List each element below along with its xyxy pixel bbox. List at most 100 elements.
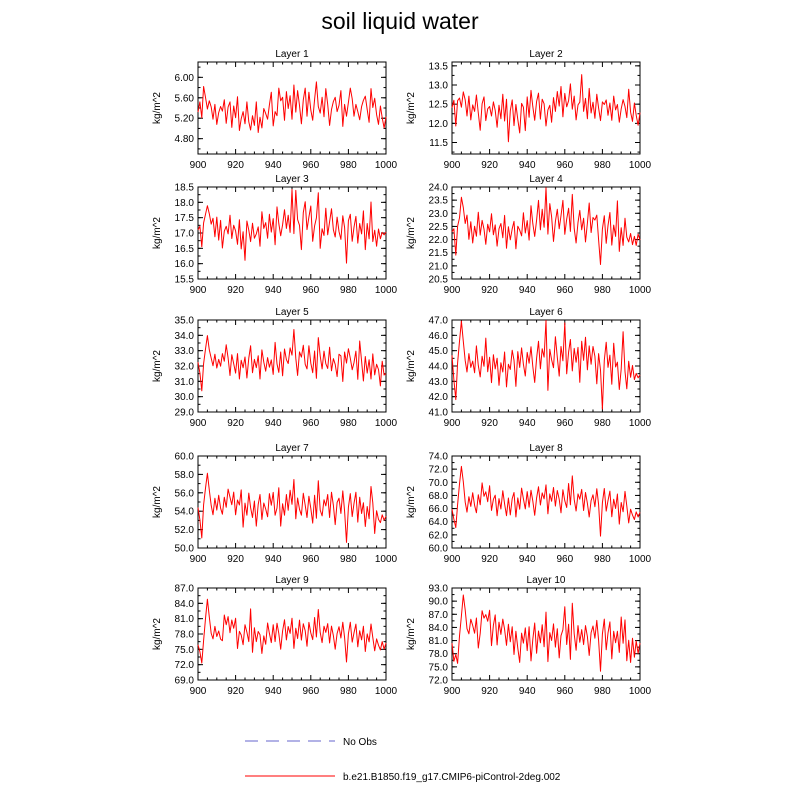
y-axis-label: kg/m^2	[406, 217, 417, 249]
panel-title: Layer 8	[529, 443, 563, 454]
x-tick-label: 920	[481, 285, 498, 296]
y-tick-label: 50.0	[175, 544, 195, 555]
x-tick-label: 980	[340, 686, 357, 697]
y-tick-label: 16.5	[175, 244, 195, 255]
x-tick-label: 1000	[629, 160, 652, 171]
x-tick-label: 940	[265, 686, 282, 697]
plot-frame	[197, 61, 387, 155]
y-tick-label: 12.5	[429, 100, 449, 111]
y-tick-label: 15.5	[175, 275, 195, 286]
x-tick-label: 1000	[375, 285, 398, 296]
y-tick-label: 60.0	[175, 452, 195, 463]
y-axis-label: kg/m^2	[406, 486, 417, 518]
y-axis-label: kg/m^2	[152, 217, 163, 249]
y-tick-label: 5.60	[175, 93, 195, 104]
series-line-1	[451, 594, 641, 672]
panel-title: Layer 4	[529, 174, 563, 185]
x-tick-label: 920	[227, 285, 244, 296]
x-tick-label: 1000	[375, 686, 398, 697]
series-line-1	[197, 189, 387, 264]
y-tick-label: 84.0	[429, 623, 449, 634]
y-tick-label: 4.80	[175, 134, 195, 145]
x-tick-label: 980	[340, 554, 357, 565]
panel-title: Layer 1	[275, 49, 309, 60]
panel-title: Layer 7	[275, 443, 309, 454]
y-tick-label: 72.0	[175, 660, 195, 671]
x-tick-label: 920	[481, 418, 498, 429]
chart-panel-3: Layer 3 kg/m^2 900 920 940 960 980 1000 15.5 16.0…	[152, 174, 398, 296]
x-tick-label: 960	[302, 285, 319, 296]
y-tick-label: 18.0	[175, 198, 195, 209]
y-tick-label: 17.5	[175, 213, 195, 224]
y-tick-label: 54.0	[175, 507, 195, 518]
y-tick-label: 41.0	[429, 408, 449, 419]
panel-title: Layer 9	[275, 575, 309, 586]
x-tick-label: 920	[481, 554, 498, 565]
chart-panel-8: Layer 8 kg/m^2 900 920 940 960 980 1000 60.0 62.0…	[406, 443, 652, 565]
panel-title: Layer 3	[275, 174, 309, 185]
x-tick-label: 980	[594, 554, 611, 565]
y-tick-label: 18.5	[175, 183, 195, 194]
x-tick-label: 900	[444, 554, 461, 565]
y-tick-label: 34.0	[175, 331, 195, 342]
y-tick-label: 11.5	[429, 138, 448, 149]
y-tick-label: 46.0	[429, 331, 449, 342]
y-tick-label: 47.0	[429, 316, 449, 327]
y-axis-label: kg/m^2	[406, 92, 417, 124]
x-tick-label: 920	[227, 554, 244, 565]
chart-panel-5: Layer 5 kg/m^2 900 920 940 960 980 1000 29.0 30.0…	[152, 307, 398, 429]
y-tick-label: 81.0	[175, 614, 195, 625]
y-tick-label: 74.0	[429, 452, 449, 463]
y-tick-label: 33.0	[175, 346, 195, 357]
series-line-1	[451, 465, 641, 537]
chart-panel-7: Layer 7 kg/m^2 900 920 940 960 980 1000 50.0 52.0…	[152, 443, 398, 565]
x-tick-label: 900	[444, 686, 461, 697]
x-tick-label: 940	[265, 285, 282, 296]
y-tick-label: 81.0	[429, 636, 449, 647]
panel-title: Layer 10	[527, 575, 566, 586]
y-axis-label: kg/m^2	[406, 618, 417, 650]
series-line-1	[197, 81, 387, 133]
y-tick-label: 20.5	[429, 275, 449, 286]
y-tick-label: 23.5	[429, 196, 449, 207]
y-tick-label: 23.0	[429, 209, 449, 220]
x-tick-label: 940	[519, 554, 536, 565]
x-tick-label: 940	[519, 686, 536, 697]
y-tick-label: 62.0	[429, 530, 449, 541]
y-tick-label: 93.0	[429, 584, 449, 595]
y-tick-label: 43.0	[429, 377, 449, 388]
y-tick-label: 64.0	[429, 517, 449, 528]
y-tick-label: 42.0	[429, 392, 449, 403]
legend: No Obs b.e21.B1850.f19_g17.CMIP6-piContr…	[245, 737, 561, 783]
x-tick-label: 960	[556, 285, 573, 296]
y-tick-label: 75.0	[429, 662, 449, 673]
y-tick-label: 13.5	[429, 61, 449, 72]
y-tick-label: 84.0	[175, 599, 195, 610]
chart-panel-10: Layer 10 kg/m^2 900 920 940 960 980 1000 72.0 75.…	[406, 575, 652, 697]
y-tick-label: 32.0	[175, 362, 195, 373]
x-tick-label: 900	[444, 160, 461, 171]
x-tick-label: 920	[481, 686, 498, 697]
chart-panel-4: Layer 4 kg/m^2 900 920 940 960 980 1000 20.5 21.0…	[406, 174, 652, 296]
series-line-1	[451, 187, 641, 265]
y-tick-label: 90.0	[429, 597, 449, 608]
x-tick-label: 960	[302, 160, 319, 171]
y-tick-label: 21.0	[429, 261, 449, 272]
x-tick-label: 940	[519, 285, 536, 296]
y-tick-label: 75.0	[175, 645, 195, 656]
x-tick-label: 1000	[375, 160, 398, 171]
panel-title: Layer 6	[529, 307, 563, 318]
y-tick-label: 87.0	[175, 584, 195, 595]
y-tick-label: 72.0	[429, 676, 449, 687]
x-tick-label: 1000	[629, 418, 652, 429]
y-axis-label: kg/m^2	[406, 350, 417, 382]
x-tick-label: 980	[594, 160, 611, 171]
x-tick-label: 960	[302, 686, 319, 697]
y-tick-label: 45.0	[429, 346, 449, 357]
x-tick-label: 980	[594, 418, 611, 429]
plot-frame	[197, 319, 387, 413]
legend-label-no-obs: No Obs	[343, 737, 377, 748]
y-axis-label: kg/m^2	[152, 350, 163, 382]
y-tick-label: 5.20	[175, 114, 195, 125]
y-tick-label: 58.0	[175, 470, 195, 481]
